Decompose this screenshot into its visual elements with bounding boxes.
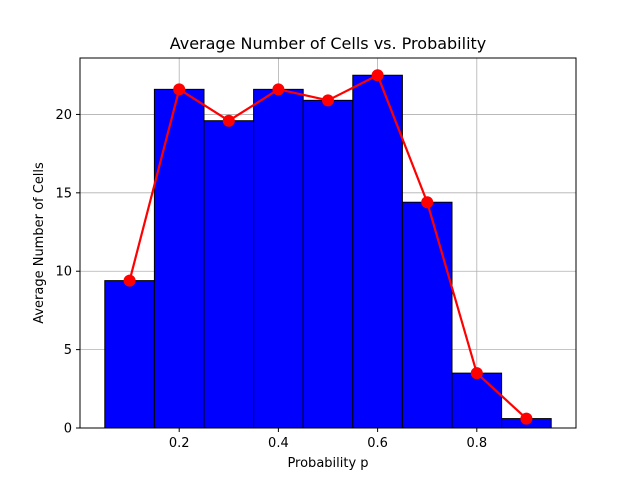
x-tick-label-3: 0.8 [466,436,487,451]
bar-7 [451,372,503,429]
y-axis-label: Average Number of Cells [32,162,47,324]
x-axis-label: Probability p [287,456,368,471]
y-tick-label-1: 5 [64,343,72,358]
x-axis-ticks: 0.2 0.4 0.6 0.8 [169,428,487,451]
line-series [123,69,533,425]
bar-1 [153,88,205,429]
y-tick-label-0: 0 [64,422,72,437]
line-point-8 [520,412,533,425]
y-tick-label-2: 10 [55,265,72,280]
x-tick-label-2: 0.6 [367,436,388,451]
x-tick-label-0: 0.2 [169,436,190,451]
line-point-5 [371,69,384,82]
line-point-6 [421,196,434,209]
line-point-2 [222,114,235,127]
bar-3 [253,88,304,429]
line-point-3 [272,83,285,96]
line-point-4 [322,94,334,107]
bar-2 [203,120,255,429]
bar-0 [104,280,155,429]
bar-6 [401,201,453,429]
y-tick-label-4: 20 [55,108,72,123]
line-point-7 [470,367,483,380]
line-point-0 [123,274,136,287]
y-tick-label-3: 15 [55,186,72,201]
y-axis-ticks: 0 5 10 15 20 [55,108,80,437]
bar-5 [352,74,403,429]
plot-frame [79,57,577,429]
chart-title: Average Number of Cells vs. Probability [170,34,487,53]
x-tick-label-1: 0.4 [268,436,289,451]
bar-4 [302,99,354,429]
bars [104,74,552,429]
line-point-1 [173,83,186,96]
